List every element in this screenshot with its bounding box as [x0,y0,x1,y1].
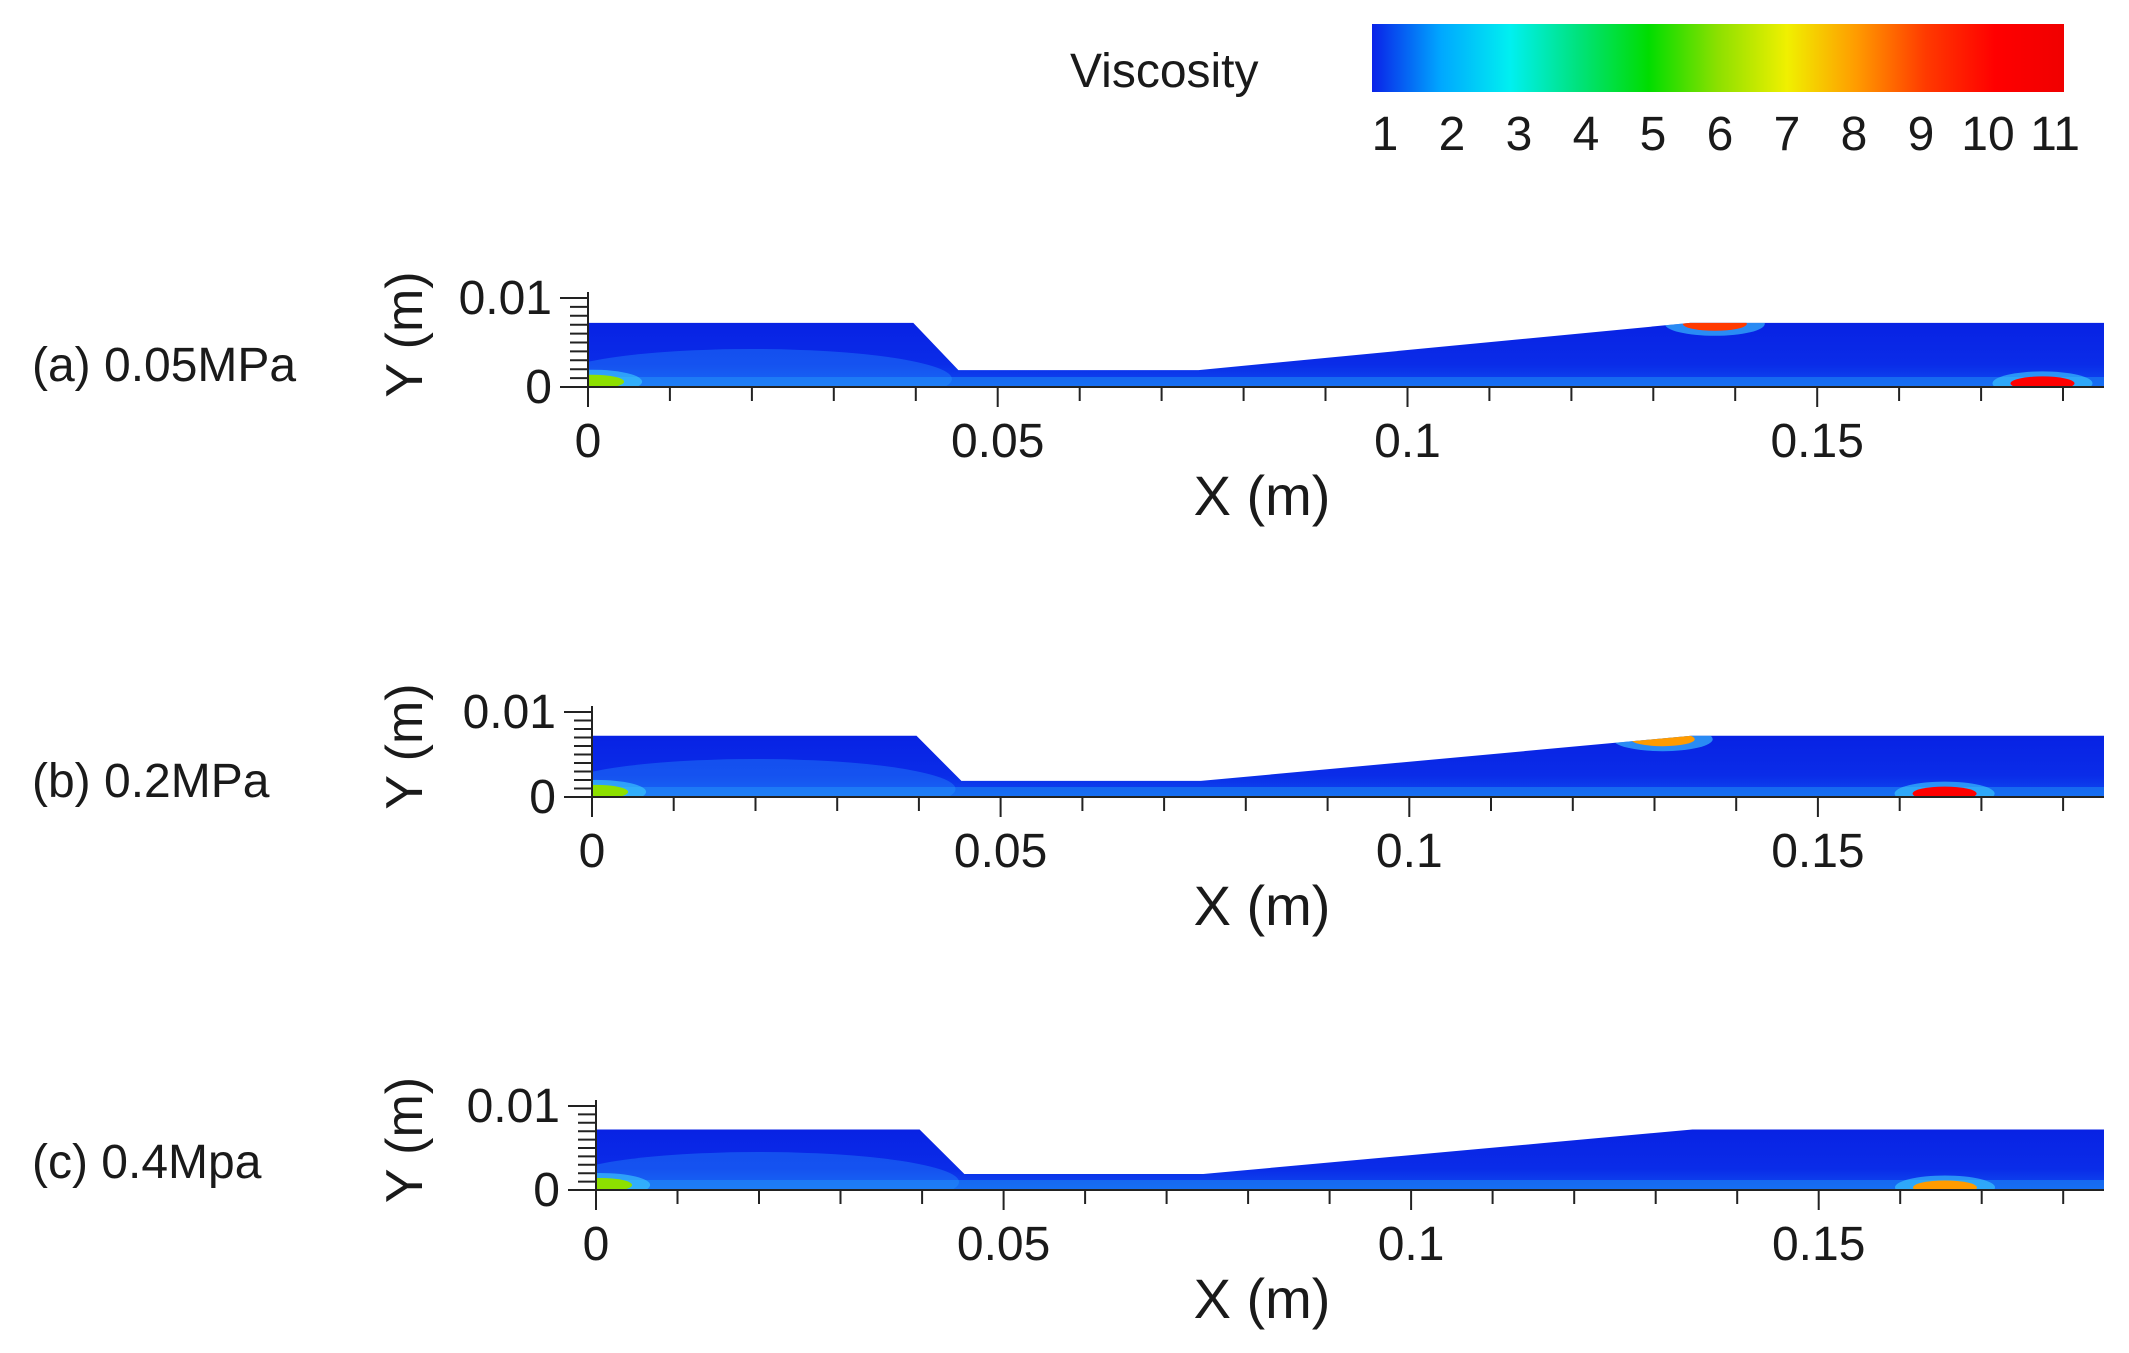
viscosity-hotspot [596,1178,633,1190]
y-axis-title: Y (m) [376,683,434,809]
panel-label: (c) 0.4Mpa [32,1136,262,1189]
x-axis-title: X (m) [1194,464,1331,527]
x-tick-label: 0.15 [1772,1218,1865,1271]
colorbar-tick-label: 11 [2030,108,2080,161]
y-tick-label: 0 [533,1164,560,1217]
panel-2: (b) 0.2MPa 0 0.05 0.1 0.15 0 0.01 X (m) Y (m) [32,683,2104,937]
colorbar-tick-label: 1 [1372,108,1399,161]
panel-label: (b) 0.2MPa [32,755,270,808]
inlet-gradient-zone [588,349,952,387]
y-tick-label: 0 [525,361,552,414]
flow-domain [592,735,2104,797]
x-axis-title: X (m) [1194,1267,1331,1330]
near-wall-layer [592,735,2104,797]
x-tick-label: 0.15 [1771,825,1864,878]
colorbar-tick-label: 6 [1707,108,1734,161]
colorbar-tick-label: 9 [1908,108,1935,161]
inlet-gradient-zone [596,1152,959,1190]
near-wall-band [596,1180,2104,1190]
viscosity-hotspot [1913,1180,1977,1190]
colorbar-tick-label: 5 [1640,108,1667,161]
viscosity-hotspot [1912,786,1977,797]
near-wall-band [592,787,2104,797]
x-tick-label: 0 [583,1218,610,1271]
flow-domain [588,322,2104,387]
colorbar-tick-label: 2 [1439,108,1466,161]
x-tick-label: 0.05 [951,415,1044,468]
panel-label: (a) 0.05MPa [32,339,296,392]
colorbar: Viscosity 1 2 3 4 5 6 7 8 9 10 11 [1070,24,2080,161]
near-wall-layer [596,1152,2104,1190]
colorbar-title: Viscosity [1070,45,1259,98]
x-tick-label: 0.05 [954,825,1047,878]
viscosity-hotspot [1682,322,1747,331]
panel-1: (a) 0.05MPa 0 0.05 0.1 0.15 0 0.01 X (m) Y (m) [32,271,2104,527]
inlet-gradient-zone [592,759,956,797]
x-tick-label: 0.1 [1376,825,1443,878]
x-tick-label: 0.1 [1378,1218,1445,1271]
y-tick-label: 0.01 [459,272,552,325]
y-axis-title: Y (m) [376,271,434,397]
viscosity-hotspot [588,374,625,387]
colorbar-gradient [1372,24,2064,92]
colorbar-tick-label: 4 [1573,108,1600,161]
colorbar-tick-label: 10 [1961,108,2014,161]
colorbar-tick-label: 7 [1774,108,1801,161]
viscosity-hotspot [1630,735,1695,747]
colorbar-ticks: 1 2 3 4 5 6 7 8 9 10 11 [1372,108,2080,161]
x-tick-label: 0.1 [1374,415,1441,468]
flow-domain [596,1129,2104,1190]
viscosity-hotspot [2010,376,2075,387]
panel-3: (c) 0.4Mpa 0 0.05 0.1 0.15 0 0.01 X (m) Y (m) [32,1077,2104,1330]
y-tick-label: 0 [529,771,556,824]
x-tick-label: 0 [579,825,606,878]
colorbar-tick-label: 3 [1506,108,1533,161]
x-tick-label: 0 [575,415,602,468]
colorbar-tick-label: 8 [1841,108,1868,161]
x-tick-label: 0.15 [1770,415,1863,468]
y-axis-title: Y (m) [376,1077,434,1203]
y-tick-label: 0.01 [467,1080,560,1133]
x-tick-label: 0.05 [957,1218,1050,1271]
near-wall-band [588,377,2104,387]
y-tick-label: 0.01 [463,686,556,739]
x-axis-title: X (m) [1194,874,1331,937]
viscosity-hotspot [592,784,629,797]
